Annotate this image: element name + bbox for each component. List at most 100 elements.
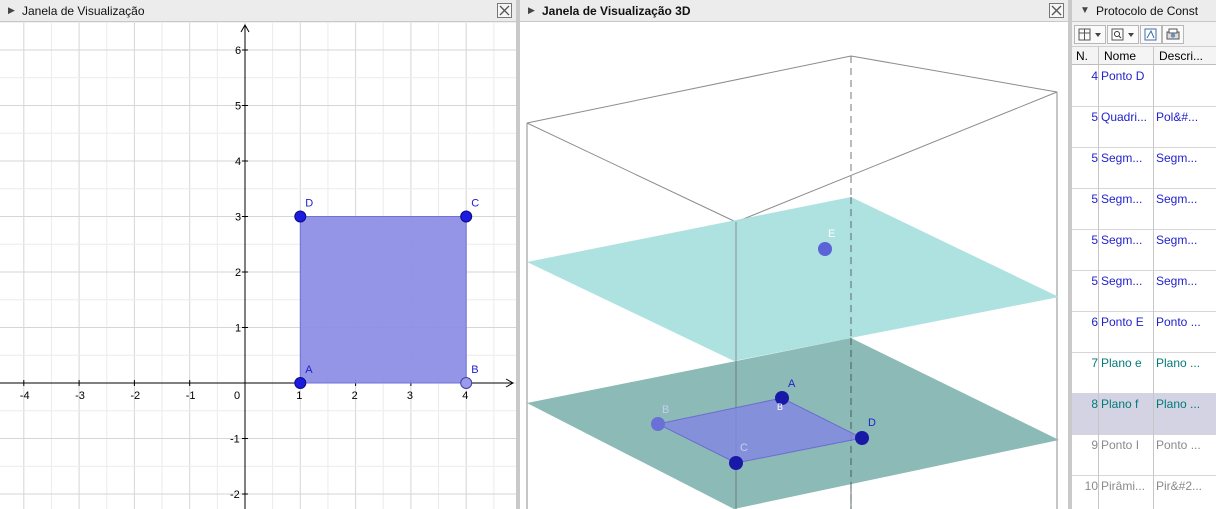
row-name: Quadri... (1101, 110, 1148, 124)
row-number: 10 (1084, 479, 1098, 493)
row-name: Ponto I (1101, 438, 1140, 452)
protocol-row[interactable]: 6 Ponto E Ponto ... (1072, 311, 1216, 353)
row-description: Pir&#2... (1156, 479, 1203, 493)
x-tick-label: 4 (462, 390, 468, 402)
row-description: Pol&#... (1156, 110, 1199, 124)
point-b-3d[interactable]: B (651, 404, 669, 431)
point-a-3d[interactable]: A B (775, 378, 796, 412)
column-header-description[interactable]: Descri... (1159, 49, 1204, 63)
square-abcd[interactable] (299, 216, 467, 384)
row-number: 5 (1091, 110, 1098, 124)
point-a[interactable]: A (294, 364, 314, 389)
expand-triangle-icon[interactable]: ▶ (528, 5, 535, 15)
row-name: Pirâmi... (1101, 479, 1146, 493)
graphics-view-titlebar: ▶ Janela de Visualização (0, 0, 516, 22)
plane-e[interactable] (527, 197, 1059, 361)
x-tick-label: -4 (20, 390, 30, 402)
row-name: Segm... (1101, 192, 1143, 206)
graphics-view-title: Janela de Visualização (22, 4, 145, 18)
protocol-row[interactable]: 5 Segm... Segm... (1072, 229, 1216, 271)
column-header-name[interactable]: Nome (1104, 49, 1137, 63)
row-number: 8 (1091, 397, 1098, 411)
panel-divider[interactable] (1068, 0, 1072, 509)
protocol-row[interactable]: 5 Segm... Segm... (1072, 188, 1216, 230)
row-description: Segm... (1156, 274, 1198, 288)
row-description: Segm... (1156, 151, 1198, 165)
protocol-row[interactable]: 4 Ponto D (1072, 65, 1216, 107)
graphics-view-3d[interactable]: ▶ Janela de Visualização 3D E (520, 0, 1068, 509)
point-d[interactable]: D (294, 198, 314, 223)
protocol-row[interactable]: 7 Plano e Plano ... (1072, 352, 1216, 394)
row-description: Segm... (1156, 192, 1198, 206)
protocol-row[interactable]: 8 Plano f Plano ... (1072, 393, 1216, 435)
point-c[interactable]: C (460, 198, 480, 223)
protocol-row[interactable]: 9 Ponto I Ponto ... (1072, 434, 1216, 476)
options-menu-button[interactable] (1107, 25, 1139, 44)
column-header-number[interactable]: N. (1076, 49, 1088, 63)
point-d-label: D (868, 417, 876, 429)
x-tick-label: 0 (234, 390, 240, 402)
protocol-table-header: N. Nome Descri... (1072, 47, 1216, 65)
row-number: 6 (1091, 315, 1098, 329)
scene-3d[interactable]: E A B B D C (520, 22, 1068, 509)
y-tick-label: -1 (230, 434, 240, 446)
y-axis-ticks: 6 5 4 3 2 1 -1 -2 (230, 45, 248, 501)
x-tick-label: 1 (296, 390, 302, 402)
row-name: Plano e (1101, 356, 1142, 370)
point-c-3d[interactable]: C (729, 442, 748, 470)
row-description: Ponto ... (1156, 315, 1201, 329)
print-icon[interactable] (1162, 25, 1184, 44)
protocol-row[interactable]: 5 Segm... Segm... (1072, 147, 1216, 189)
row-number: 4 (1091, 69, 1098, 83)
row-number: 5 (1091, 274, 1098, 288)
panel-divider[interactable] (516, 0, 520, 509)
protocol-row[interactable]: 5 Segm... Segm... (1072, 270, 1216, 312)
point-e-3d[interactable]: E (818, 228, 835, 256)
row-description: Plano ... (1156, 356, 1201, 370)
graphics-view-2d[interactable]: ▶ Janela de Visualização -4 -3 -2 -1 0 1 2 3 4 6 5… (0, 0, 516, 509)
close-icon[interactable] (497, 3, 512, 18)
coordinate-plane[interactable]: -4 -3 -2 -1 0 1 2 3 4 6 5 4 3 2 1 -1 -2 A B C D (0, 22, 516, 509)
point-e-label: E (828, 228, 835, 240)
row-number: 9 (1091, 438, 1098, 452)
point-b[interactable]: B (460, 364, 479, 389)
columns-menu-button[interactable] (1074, 25, 1106, 44)
x-tick-label: 3 (407, 390, 413, 402)
protocol-row[interactable]: 5 Quadri... Pol&#... (1072, 106, 1216, 148)
row-name: Segm... (1101, 274, 1143, 288)
row-number: 7 (1091, 356, 1098, 370)
row-number: 5 (1091, 192, 1098, 206)
protocol-title: Protocolo de Const (1096, 4, 1199, 18)
close-icon[interactable] (1049, 3, 1064, 18)
y-tick-label: 6 (235, 45, 241, 57)
construction-protocol: ▼ Protocolo de Const N. Nome Descri... 4… (1072, 0, 1216, 509)
protocol-row[interactable]: 10 Pirâmi... Pir&#2... (1072, 475, 1216, 509)
x-tick-label: -3 (75, 390, 85, 402)
point-c-label: C (740, 442, 748, 454)
row-name: Plano f (1101, 397, 1139, 411)
export-icon[interactable] (1140, 25, 1162, 44)
point-d-3d[interactable]: D (855, 417, 876, 445)
point-label: D (305, 198, 313, 210)
graphics-view-3d-titlebar: ▶ Janela de Visualização 3D (520, 0, 1068, 22)
y-tick-label: 2 (235, 267, 241, 279)
row-description: Ponto ... (1156, 438, 1201, 452)
row-description: Segm... (1156, 233, 1198, 247)
row-name: Segm... (1101, 233, 1143, 247)
x-tick-label: 2 (352, 390, 358, 402)
point-label: C (471, 198, 479, 210)
point-b-label: B (777, 402, 783, 412)
y-tick-label: 5 (235, 101, 241, 113)
column-separator (1098, 47, 1099, 509)
expand-triangle-icon[interactable]: ▶ (8, 5, 15, 15)
row-number: 5 (1091, 233, 1098, 247)
row-name: Ponto D (1101, 69, 1145, 83)
row-description: Plano ... (1156, 397, 1201, 411)
protocol-toolbar (1072, 22, 1216, 47)
point-b-label-left: B (662, 404, 669, 416)
collapse-triangle-icon[interactable]: ▼ (1080, 5, 1090, 16)
y-tick-label: 1 (235, 323, 241, 335)
y-tick-label: 3 (235, 212, 241, 224)
graphics-view-3d-title: Janela de Visualização 3D (542, 4, 691, 18)
y-tick-label: 4 (235, 156, 241, 168)
